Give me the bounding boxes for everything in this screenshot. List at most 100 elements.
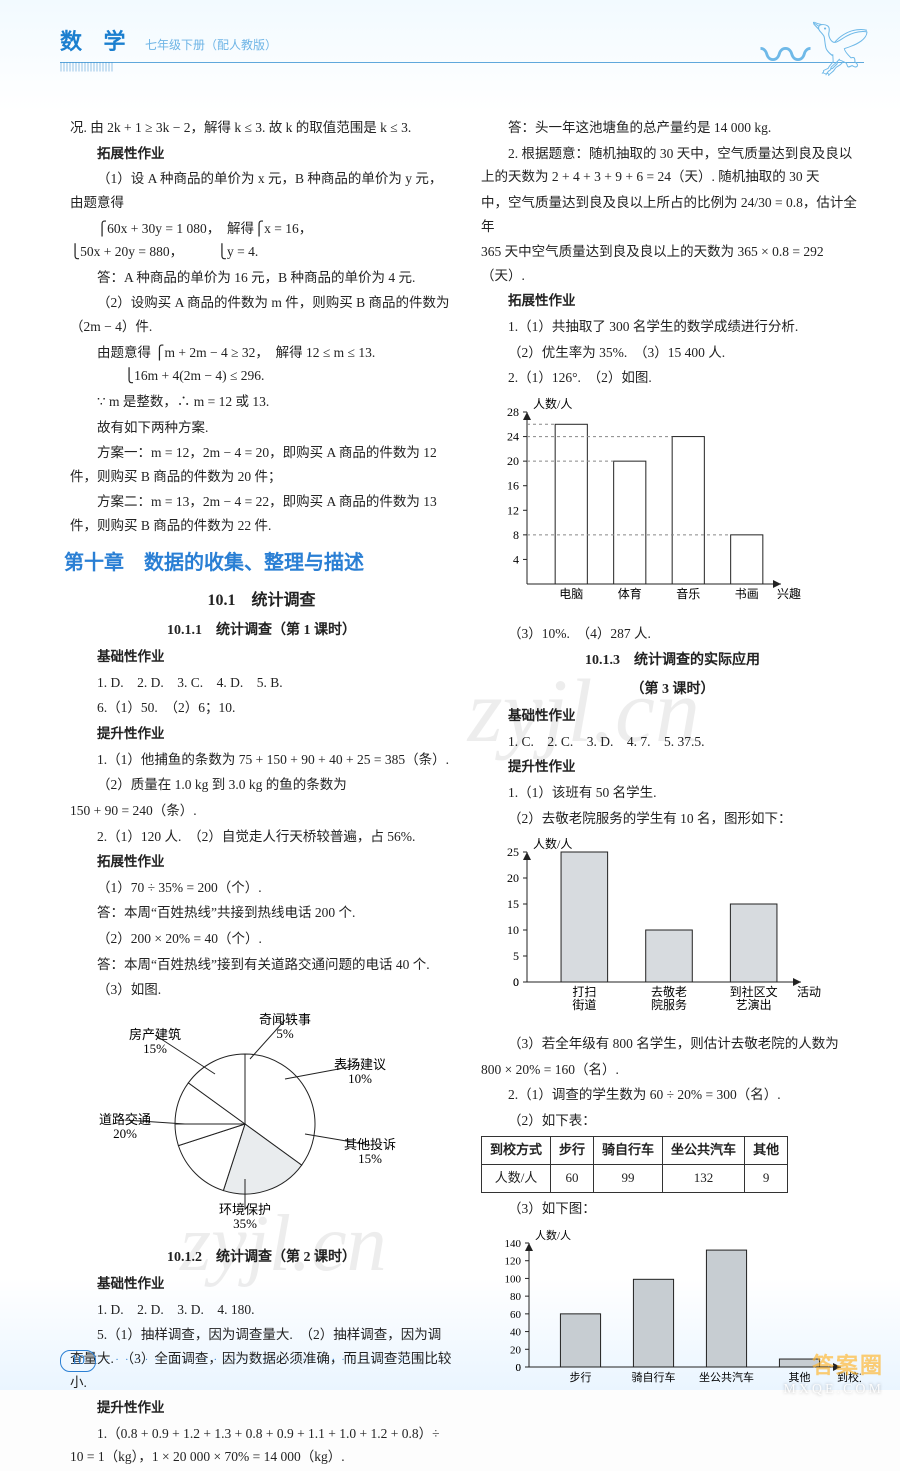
svg-text:道路交通: 道路交通 xyxy=(99,1112,151,1127)
svg-text:140: 140 xyxy=(505,1238,522,1250)
right-column: 答：头一年这池塘鱼的总产量约是 14 000 kg. 2. 根据题意：随机抽取的… xyxy=(481,114,864,1471)
svg-text:打扫: 打扫 xyxy=(572,985,596,999)
text: 1.（1）他捕鱼的条数为 75 + 150 + 90 + 40 + 25 = 3… xyxy=(70,748,453,772)
svg-text:活动类别: 活动类别 xyxy=(797,985,821,999)
text: 2.（1）126°. （2）如图. xyxy=(481,366,864,390)
subsection-title: 10.1.3 统计调查的实际应用 xyxy=(481,649,864,674)
header-ticks: |||||||||||||||||| xyxy=(60,61,864,72)
svg-text:28: 28 xyxy=(507,405,519,419)
text: 况. 由 2k + 1 ≥ 3k − 2，解得 k ≤ 3. 故 k 的取值范围… xyxy=(70,116,453,140)
text: （2）设购买 A 商品的件数为 m 件，则购买 B 商品的件数为（2m − 4）… xyxy=(70,291,453,338)
text: 答：本周“百姓热线”共接到热线电话 200 个. xyxy=(70,901,453,925)
text: 800 × 20% = 160（名）. xyxy=(481,1058,864,1082)
chapter-title: 第十章 数据的收集、整理与描述 xyxy=(64,546,453,581)
svg-text:15: 15 xyxy=(507,897,519,911)
bar-chart-3: 020406080100120140人数/人步行骑自行车坐公共汽车其他到校方式0 xyxy=(481,1223,864,1401)
text: 方案一：m = 12，2m − 4 = 20，即购买 A 商品的件数为 12 件… xyxy=(70,441,453,488)
text: 1.（0.8 + 0.9 + 1.2 + 1.3 + 0.8 + 0.9 + 1… xyxy=(70,1422,453,1469)
svg-text:24: 24 xyxy=(507,429,519,443)
svg-text:去敬老: 去敬老 xyxy=(651,985,687,999)
footer-dots: · · · · · · · · · · · · · · · · · · · · … xyxy=(106,1355,406,1366)
page-footer: 10 · · · · · · · · · · · · · · · · · · ·… xyxy=(60,1350,870,1372)
eq: 50x + 20y = 880， xyxy=(80,244,176,259)
svg-text:表扬建议: 表扬建议 xyxy=(334,1057,386,1072)
text: 1. C. 2. C. 3. D. 4. 7. 5. 37.5. xyxy=(481,730,864,754)
text: 1. D. 2. D. 3. D. 4. 180. xyxy=(70,1298,453,1322)
equation-system: 由题意得 ⎧m + 2m − 4 ≥ 32， 解得 12 ≤ m ≤ 13. ⎩… xyxy=(70,341,453,388)
td: 9 xyxy=(745,1165,788,1193)
svg-text:16: 16 xyxy=(507,479,519,493)
pie-chart: 环境保护35%道路交通20%房产建筑15%奇闻轶事5%表扬建议10%其他投诉15… xyxy=(70,1004,453,1242)
text: 2. 根据题意：随机抽取的 30 天中，空气质量达到良及良以上的天数为 2 + … xyxy=(481,142,864,189)
svg-text:人数/人: 人数/人 xyxy=(535,1229,571,1242)
text: 2.（1）调查的学生数为 60 ÷ 20% = 300（名）. xyxy=(481,1083,864,1107)
table-row: 人数/人 60 99 132 9 xyxy=(482,1165,788,1193)
svg-text:80: 80 xyxy=(510,1291,522,1303)
text: 6.（1）50. （2）6；10. xyxy=(70,696,453,720)
svg-text:5%: 5% xyxy=(276,1026,294,1041)
svg-text:电脑: 电脑 xyxy=(559,587,583,601)
text: （3）如下图： xyxy=(481,1197,864,1221)
svg-text:书画: 书画 xyxy=(735,587,759,601)
svg-text:兴趣小组: 兴趣小组 xyxy=(777,586,801,601)
svg-text:其他投诉: 其他投诉 xyxy=(344,1137,396,1152)
section-label: 基础性作业 xyxy=(70,1272,453,1296)
text: （2）质量在 1.0 kg 到 3.0 kg 的鱼的条数为 xyxy=(70,773,453,797)
content-columns: 况. 由 2k + 1 ≥ 3k − 2，解得 k ≤ 3. 故 k 的取值范围… xyxy=(0,104,900,1471)
svg-text:40: 40 xyxy=(510,1326,522,1338)
svg-text:艺演出: 艺演出 xyxy=(736,997,772,1012)
eq: y = 4. xyxy=(227,244,258,259)
text: 方案二：m = 13，2m − 4 = 22，即购买 A 商品的件数为 13 件… xyxy=(70,490,453,537)
text: （3）10%. （4）287 人. xyxy=(481,622,864,646)
brand-url: MXQE.COM xyxy=(783,1382,884,1398)
text: （2）如下表： xyxy=(481,1109,864,1133)
svg-text:8: 8 xyxy=(513,528,519,542)
svg-text:街道: 街道 xyxy=(572,998,596,1012)
brand-badge: 答案圈 xyxy=(812,1348,884,1380)
page-header: 数 学 七年级下册（配人教版） 〰︎𓅯 |||||||||||||||||| xyxy=(0,0,900,104)
svg-text:35%: 35% xyxy=(233,1216,257,1231)
subject-title: 数 学 xyxy=(60,24,134,56)
eq: 60x + 30y = 1 080， xyxy=(107,221,213,236)
th: 骑自行车 xyxy=(594,1137,663,1165)
section-label: 提升性作业 xyxy=(70,722,453,746)
svg-text:院服务: 院服务 xyxy=(651,997,687,1012)
text: （2）去敬老院服务的学生有 10 名，图形如下： xyxy=(481,807,864,831)
text: ∵ m 是整数，∴ m = 12 或 13. xyxy=(70,390,453,414)
svg-text:4: 4 xyxy=(513,552,519,566)
section-label: 提升性作业 xyxy=(481,755,864,779)
svg-text:5: 5 xyxy=(513,949,519,963)
section-label: 提升性作业 xyxy=(70,1396,453,1420)
section-label: 拓展性作业 xyxy=(70,850,453,874)
text: 答：本周“百姓热线”接到有关道路交通问题的电话 40 个. xyxy=(70,953,453,977)
text: 答：头一年这池塘鱼的总产量约是 14 000 kg. xyxy=(481,116,864,140)
svg-text:音乐: 音乐 xyxy=(676,586,700,601)
th: 到校方式 xyxy=(482,1137,551,1165)
text: （3）若全年级有 800 名学生，则估计去敬老院的人数为 xyxy=(481,1032,864,1056)
td: 99 xyxy=(594,1165,663,1193)
svg-text:步行: 步行 xyxy=(570,1371,592,1384)
eq: 16m + 4(2m − 4) ≤ 296. xyxy=(134,368,264,383)
text: （2）优生率为 35%. （3）15 400 人. xyxy=(481,341,864,365)
grade-subtitle: 七年级下册（配人教版） xyxy=(145,38,277,52)
section-label: 基础性作业 xyxy=(481,704,864,728)
page: 数 学 七年级下册（配人教版） 〰︎𓅯 |||||||||||||||||| 况… xyxy=(0,0,900,1390)
text: 中，空气质量达到良及良以上所占的比例为 24/30 = 0.8，估计全年 xyxy=(481,191,864,238)
text: 1.（1）该班有 50 名学生. xyxy=(481,781,864,805)
svg-text:10%: 10% xyxy=(348,1071,372,1086)
svg-text:到社区文: 到社区文 xyxy=(730,984,778,999)
section-label: 拓展性作业 xyxy=(481,289,864,313)
eq: x = 16， xyxy=(264,221,312,236)
svg-text:20: 20 xyxy=(507,871,519,885)
left-column: 况. 由 2k + 1 ≥ 3k − 2，解得 k ≤ 3. 故 k 的取值范围… xyxy=(70,114,453,1471)
text: （1）设 A 种商品的单价为 x 元，B 种商品的单价为 y 元，由题意得 xyxy=(70,167,453,214)
bar-chart-2: 0510152025人数/人打扫街道去敬老院服务到社区文艺演出活动类别0 xyxy=(481,832,864,1030)
svg-text:0: 0 xyxy=(513,975,519,989)
svg-text:人数/人: 人数/人 xyxy=(533,836,572,851)
svg-text:房产建筑: 房产建筑 xyxy=(129,1027,181,1042)
svg-text:120: 120 xyxy=(505,1255,522,1267)
svg-text:10: 10 xyxy=(507,923,519,937)
section-title: 10.1 统计调查 xyxy=(70,587,453,615)
svg-text:奇闻轶事: 奇闻轶事 xyxy=(259,1012,311,1027)
svg-text:15%: 15% xyxy=(358,1151,382,1166)
